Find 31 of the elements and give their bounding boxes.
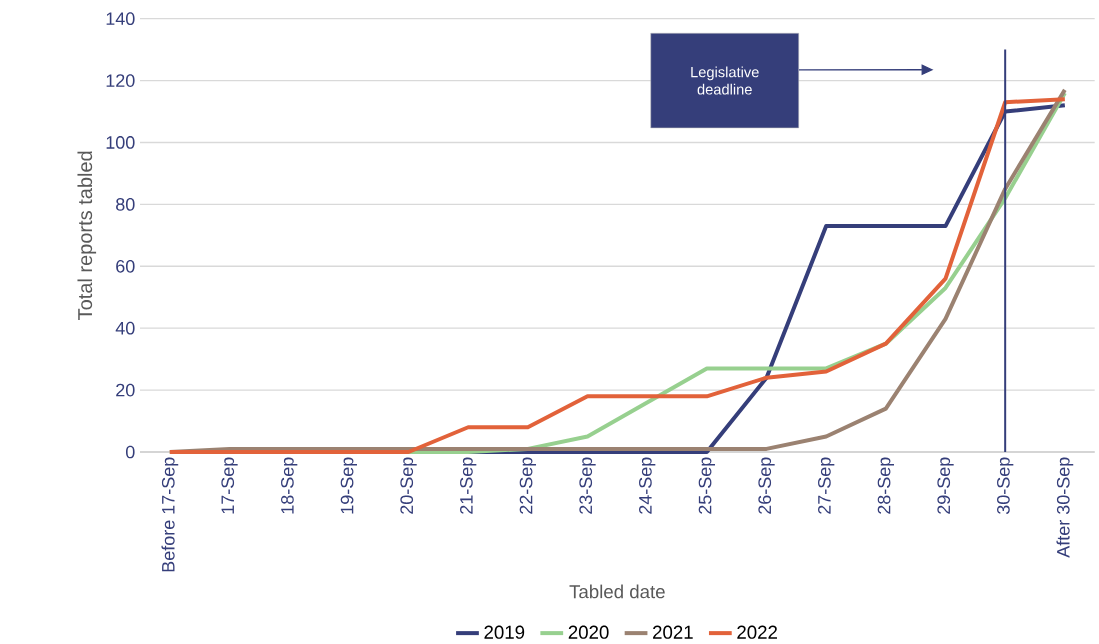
- legend-label: 2021: [653, 625, 693, 639]
- x-tick-label: 18-Sep: [281, 457, 298, 514]
- x-tick-label: 24-Sep: [639, 457, 656, 514]
- legend-label: 2022: [737, 625, 777, 639]
- x-tick-label: 19-Sep: [340, 457, 357, 514]
- legend-label: 2019: [484, 625, 525, 639]
- x-tick-label: 17-Sep: [221, 457, 238, 514]
- x-tick-label: 20-Sep: [400, 457, 417, 514]
- x-axis-title: Tabled date: [569, 584, 665, 599]
- y-tick-label: 140: [106, 12, 135, 26]
- y-tick-label: 80: [116, 198, 135, 211]
- x-tick-label: Before 17-Sep: [161, 457, 179, 572]
- y-tick-label: 60: [116, 259, 135, 273]
- x-tick-label: 27-Sep: [818, 457, 835, 514]
- x-tick-label: 22-Sep: [519, 457, 536, 514]
- x-tick-label: 30-Sep: [997, 457, 1014, 515]
- legend-label: 2020: [568, 625, 609, 639]
- x-tick-label: 29-Sep: [937, 457, 954, 514]
- x-tick-label: 23-Sep: [579, 457, 596, 514]
- y-axis-title: Total reports tabled: [77, 151, 97, 320]
- x-tick-label: 21-Sep: [460, 457, 477, 514]
- y-tick-label: 40: [115, 321, 135, 335]
- annotation: Legislative deadline: [691, 66, 759, 95]
- x-tick-label: 28-Sep: [877, 457, 894, 514]
- y-tick-label: 0: [125, 445, 135, 459]
- y-tick-label: 120: [106, 74, 135, 87]
- y-tick-label: 20: [116, 383, 135, 397]
- x-tick-label: 25-Sep: [698, 457, 715, 514]
- x-tick-label: 26-Sep: [758, 457, 775, 514]
- x-tick-label: After 30-Sep: [1056, 457, 1074, 558]
- y-tick-label: 100: [106, 136, 135, 149]
